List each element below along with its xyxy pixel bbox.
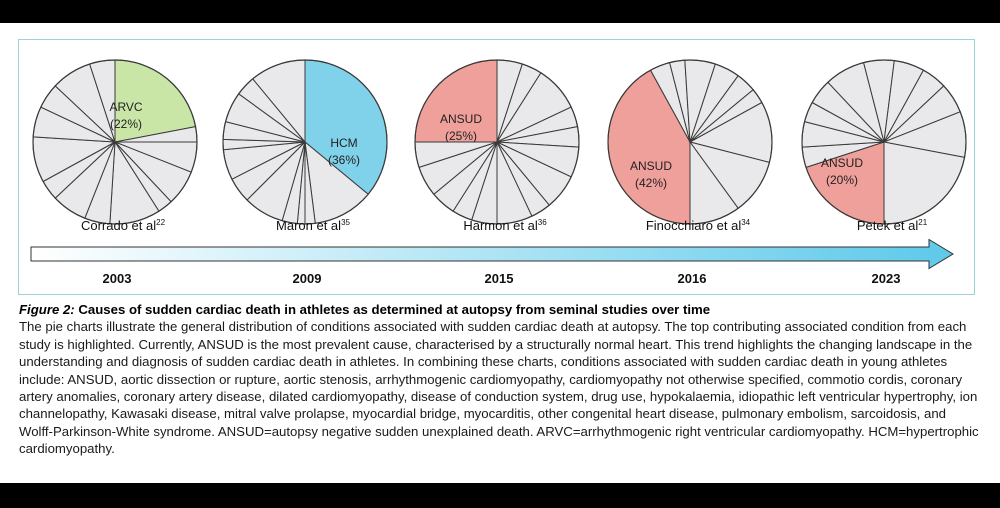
study-label: Corrado et al22 xyxy=(81,218,166,233)
pie-outline xyxy=(222,59,388,225)
pie-outline xyxy=(414,59,580,225)
study-reference: 21 xyxy=(918,218,927,227)
study-reference: 22 xyxy=(156,218,165,227)
year-label: 2015 xyxy=(485,271,514,286)
pie-chart: ARVC (22%) xyxy=(32,59,198,225)
pie-chart: ANSUD (25%) xyxy=(414,59,580,225)
study-label: Petek et al21 xyxy=(857,218,928,233)
highlight-name-label: ANSUD xyxy=(630,159,672,173)
study-name: Petek et al xyxy=(857,218,919,233)
year-label: 2009 xyxy=(293,271,322,286)
year-label: 2016 xyxy=(678,271,707,286)
caption-body: The pie charts illustrate the general di… xyxy=(19,319,979,457)
year-label: 2023 xyxy=(872,271,901,286)
pie-outline xyxy=(801,59,967,225)
highlight-name-label: ANSUD xyxy=(821,156,863,170)
pie-chart: ANSUD (42%) xyxy=(607,59,773,225)
study-label: Maron et al35 xyxy=(276,218,350,233)
highlight-percent-label: (36%) xyxy=(328,153,360,167)
study-reference: 35 xyxy=(341,218,350,227)
study-name: Finocchiaro et al xyxy=(646,218,741,233)
pie-chart: HCM (36%) xyxy=(222,59,388,225)
caption-title: Figure 2: Causes of sudden cardiac death… xyxy=(19,301,979,318)
study-reference: 36 xyxy=(538,218,547,227)
highlight-name-label: ARVC xyxy=(109,100,142,114)
year-label: 2003 xyxy=(103,271,132,286)
figure-number: Figure 2: xyxy=(19,302,75,317)
study-label: Finocchiaro et al34 xyxy=(646,218,751,233)
highlight-percent-label: (22%) xyxy=(110,117,142,131)
figure-caption: Figure 2: Causes of sudden cardiac death… xyxy=(19,301,979,458)
study-label: Harmon et al36 xyxy=(463,218,547,233)
timeline-arrow xyxy=(30,238,954,270)
highlight-percent-label: (25%) xyxy=(445,129,477,143)
pie-outline xyxy=(607,59,773,225)
study-name: Harmon et al xyxy=(463,218,538,233)
study-name: Maron et al xyxy=(276,218,341,233)
highlight-percent-label: (20%) xyxy=(826,173,858,187)
pie-outline xyxy=(32,59,198,225)
highlight-name-label: ANSUD xyxy=(440,112,482,126)
pie-chart: ANSUD (20%) xyxy=(801,59,967,225)
highlight-percent-label: (42%) xyxy=(635,176,667,190)
figure-title: Causes of sudden cardiac death in athlet… xyxy=(78,302,711,317)
figure-page: ARVC (22%) HCM (36%) ANSUD (25%) ANSUD (42%) ANS… xyxy=(0,23,1000,483)
highlight-name-label: HCM xyxy=(330,136,357,150)
study-name: Corrado et al xyxy=(81,218,156,233)
figure-panel: ARVC (22%) HCM (36%) ANSUD (25%) ANSUD (42%) ANS… xyxy=(18,39,975,295)
study-reference: 34 xyxy=(741,218,750,227)
pie-charts-timeline: ARVC(22%)HCM(36%)ANSUD(25%)ANSUD(42%)ANS… xyxy=(30,59,967,286)
